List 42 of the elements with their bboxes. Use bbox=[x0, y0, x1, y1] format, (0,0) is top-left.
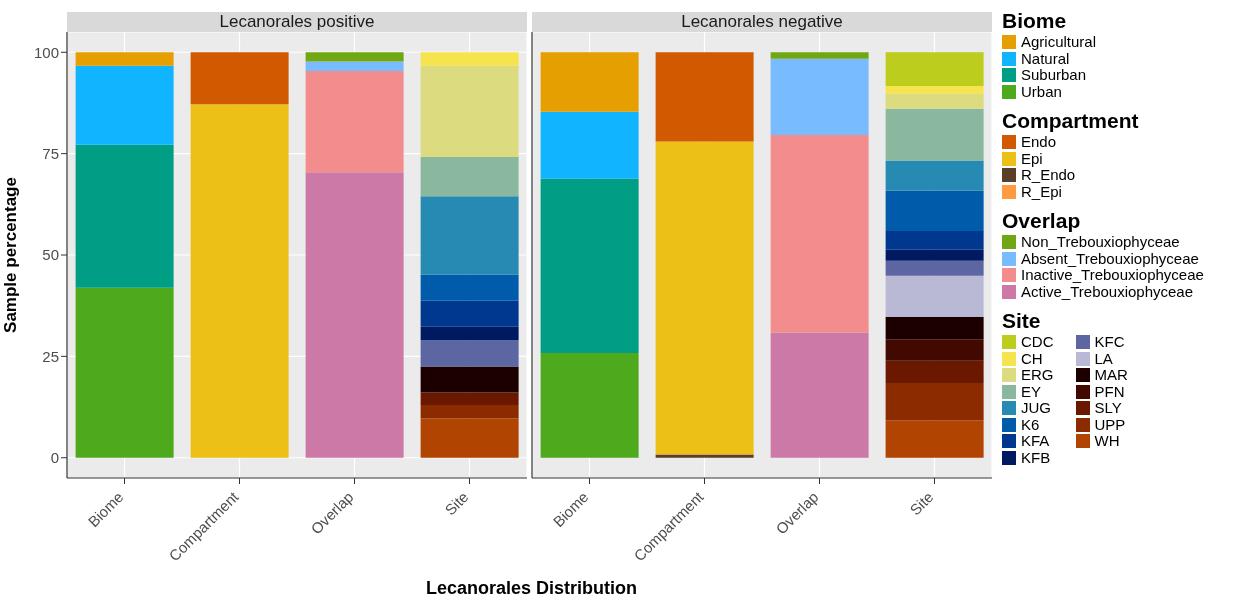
legend-label: KFA bbox=[1021, 432, 1050, 450]
legend-label: PFN bbox=[1094, 382, 1125, 400]
legend-label: Absent_Trebouxiophyceae bbox=[1021, 249, 1199, 267]
legend-label: Epi bbox=[1021, 149, 1043, 167]
legend-label: Inactive_Trebouxiophyceae bbox=[1021, 266, 1204, 284]
legend-label: SLY bbox=[1094, 399, 1122, 417]
legend-label: CH bbox=[1021, 349, 1043, 367]
legend-label: K6 bbox=[1021, 415, 1040, 433]
legend-label: UPP bbox=[1094, 415, 1126, 433]
y-tick-label: 0 bbox=[50, 449, 59, 467]
legend-label: LA bbox=[1094, 349, 1113, 367]
legend-label: Active_Trebouxiophyceae bbox=[1021, 282, 1194, 300]
legend-label: Natural bbox=[1021, 49, 1070, 67]
category-label: Overlap bbox=[1002, 209, 1081, 232]
legend-label: R_Epi bbox=[1021, 182, 1062, 200]
x-axis-title: Lecanorales Distribution bbox=[424, 578, 638, 598]
x-tick-label: Site bbox=[441, 488, 472, 519]
legend-label: EY bbox=[1021, 382, 1042, 400]
legend-label: Urban bbox=[1021, 82, 1062, 100]
legend-label: Endo bbox=[1021, 133, 1057, 151]
legend-label: WH bbox=[1094, 432, 1120, 450]
x-tick-label: Site bbox=[906, 488, 937, 519]
category-label: Biome bbox=[1002, 9, 1067, 32]
legend-label: Agricultural bbox=[1021, 33, 1097, 51]
chart-title: Lecanorales positive bbox=[67, 12, 527, 32]
legend-label: ERG bbox=[1021, 366, 1054, 384]
category-label: Site bbox=[1002, 309, 1041, 332]
y-tick-label: 50 bbox=[42, 246, 59, 264]
legend-label: Suburban bbox=[1021, 66, 1087, 84]
chart-title: Lecanorales negative bbox=[532, 12, 992, 32]
legend-label: Non_Trebouxiophyceae bbox=[1021, 233, 1180, 251]
legend-label: MAR bbox=[1094, 366, 1128, 384]
legend-label: KFB bbox=[1021, 448, 1051, 466]
y-tick-label: 25 bbox=[42, 347, 59, 365]
y-tick-label: 75 bbox=[42, 144, 59, 162]
category-label: Compartment bbox=[1002, 109, 1139, 132]
legend-label: CDC bbox=[1021, 333, 1054, 351]
legend-label: JUG bbox=[1021, 399, 1051, 417]
legend-label: R_Endo bbox=[1021, 166, 1076, 184]
y-axis-title: Sample percentage bbox=[1, 177, 21, 333]
y-tick-label: 100 bbox=[33, 43, 59, 61]
legend-label: KFC bbox=[1094, 333, 1125, 351]
